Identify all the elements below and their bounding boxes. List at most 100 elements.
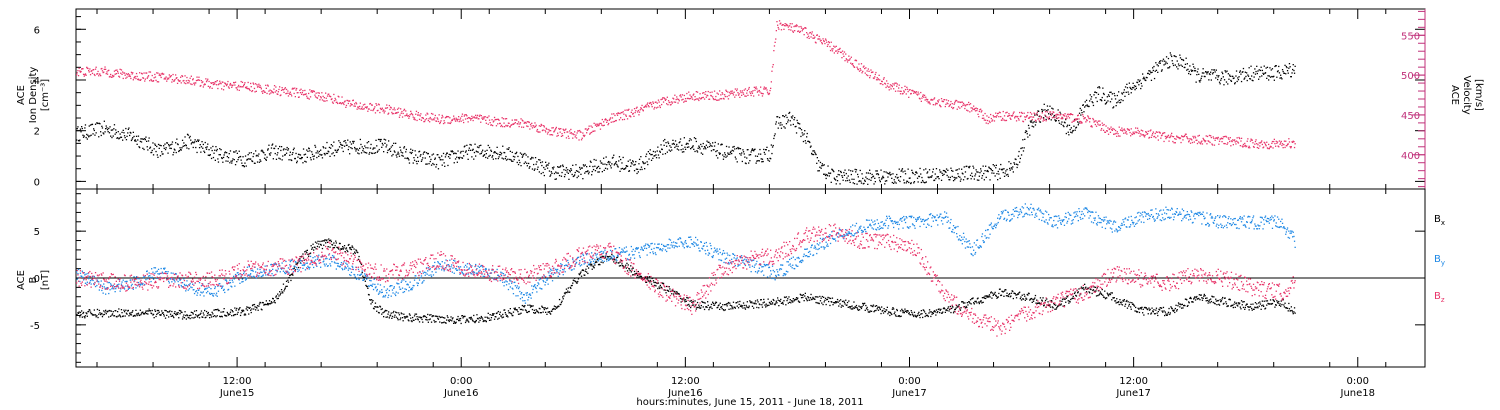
velocity-point (531, 127, 534, 129)
density-point (415, 154, 417, 156)
b-field-point (260, 302, 262, 304)
velocity-point (645, 104, 647, 107)
b-field-point (424, 315, 426, 318)
b-field-point (181, 311, 183, 314)
density-point (110, 135, 112, 137)
b-field-point (137, 312, 140, 314)
velocity-point (456, 118, 458, 121)
density-point (1142, 78, 1144, 80)
density-point (164, 143, 166, 145)
density-point (1137, 79, 1139, 81)
density-point (837, 173, 839, 176)
velocity-point (630, 111, 632, 113)
b-field-point (395, 316, 397, 318)
b-field-point (635, 272, 638, 275)
velocity-point (973, 108, 975, 111)
velocity-point (1199, 142, 1201, 144)
density-point (839, 183, 841, 185)
b-field-point (216, 315, 218, 317)
velocity-point (673, 101, 675, 103)
density-point (1174, 64, 1176, 66)
density-point (378, 148, 380, 151)
density-point (1015, 163, 1018, 165)
b-field-point (548, 311, 551, 313)
velocity-point (611, 117, 614, 119)
velocity-point (429, 121, 431, 123)
velocity-point (480, 115, 482, 117)
velocity-point (451, 119, 453, 122)
b-field-point (603, 255, 605, 258)
velocity-point (193, 82, 195, 84)
density-point (754, 148, 756, 150)
velocity-point (548, 130, 551, 132)
velocity-point (1237, 142, 1240, 144)
velocity-point (551, 127, 553, 129)
b-field-point (237, 311, 239, 314)
velocity-point (1029, 116, 1031, 118)
density-point (690, 148, 692, 150)
density-point (1026, 133, 1028, 135)
b-field-point (140, 313, 142, 316)
density-point (638, 163, 640, 165)
density-point (1032, 122, 1034, 124)
density-point (231, 162, 233, 164)
density-point (705, 148, 707, 150)
b-field-point (200, 310, 203, 312)
b-field-point (159, 314, 162, 316)
density-point (1083, 111, 1085, 113)
velocity-point (117, 70, 119, 73)
b-field-point (212, 315, 215, 318)
density-point (728, 146, 730, 148)
b-field-point (95, 316, 97, 318)
density-point (658, 157, 660, 159)
velocity-point (1106, 130, 1108, 132)
density-point (821, 163, 823, 165)
density-point (890, 173, 892, 175)
density-point (1162, 60, 1164, 62)
b-field-point (629, 269, 631, 272)
velocity-point (860, 69, 862, 71)
velocity-point (143, 72, 145, 74)
velocity-point (1001, 119, 1003, 121)
density-point (492, 158, 494, 160)
density-point (1032, 126, 1035, 128)
velocity-point (1232, 139, 1234, 141)
density-point (125, 127, 127, 130)
velocity-point (1089, 121, 1091, 123)
b-field-point (425, 316, 428, 319)
b-field-point (238, 308, 240, 310)
density-point (664, 138, 666, 141)
b-field-point (109, 310, 111, 312)
velocity-point (981, 117, 984, 119)
b-field-point (304, 251, 306, 253)
density-point (866, 178, 868, 180)
velocity-point (675, 98, 677, 101)
density-point (667, 141, 669, 143)
velocity-point (1054, 116, 1056, 119)
velocity-point (557, 132, 559, 134)
b-field-point (390, 312, 392, 314)
b-field-point (139, 309, 141, 311)
velocity-point (792, 31, 794, 33)
density-point (657, 154, 660, 156)
velocity-point (533, 125, 535, 127)
velocity-point (1036, 114, 1038, 116)
density-point (457, 150, 459, 152)
b-field-point (619, 261, 621, 263)
density-point (275, 145, 277, 147)
density-point (92, 133, 94, 135)
velocity-point (132, 72, 134, 74)
velocity-point (1147, 132, 1149, 135)
b-field-point (558, 298, 561, 301)
velocity-point (954, 100, 956, 102)
top-left-axis-label-line1: ACE (16, 85, 27, 105)
velocity-point (528, 121, 530, 124)
velocity-point (594, 130, 596, 132)
density-point (738, 147, 740, 149)
b-field-point (365, 284, 367, 287)
velocity-point (244, 86, 247, 88)
density-point (244, 155, 247, 157)
density-point (615, 161, 617, 163)
density-point (688, 146, 690, 148)
density-point (908, 177, 910, 179)
